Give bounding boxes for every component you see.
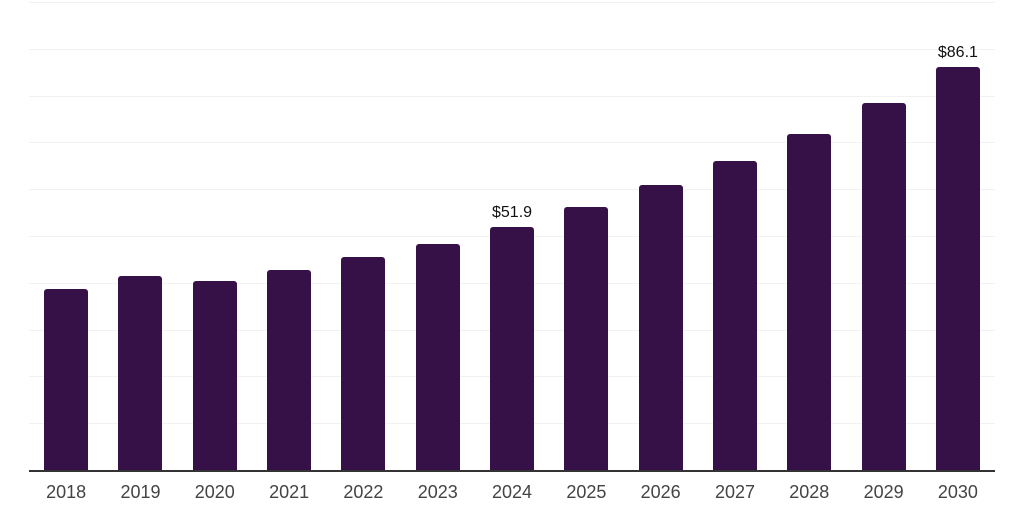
bar-2029 xyxy=(861,102,906,470)
x-tick-label-2028: 2028 xyxy=(789,481,830,502)
x-tick-label-2026: 2026 xyxy=(640,481,681,502)
x-tick-label-2022: 2022 xyxy=(343,481,384,502)
gridline-90 xyxy=(29,48,995,50)
x-tick-label-2025: 2025 xyxy=(566,481,607,502)
x-tick-label-2029: 2029 xyxy=(863,481,904,502)
x-tick-label-2027: 2027 xyxy=(714,481,755,502)
bar-column-2022 xyxy=(326,2,400,470)
bar-column-2019 xyxy=(103,2,177,470)
bar-2020 xyxy=(192,280,237,470)
bar-2028 xyxy=(787,133,832,470)
bar-2018 xyxy=(44,289,89,470)
bar-column-2030: $86.1 xyxy=(921,2,995,470)
gridline-80 xyxy=(29,95,995,97)
bar-2030 xyxy=(935,67,980,470)
bar-2019 xyxy=(118,276,163,470)
x-tick-label-2030: 2030 xyxy=(937,481,978,502)
bar-2021 xyxy=(267,270,312,470)
x-tick-label-2024: 2024 xyxy=(492,481,533,502)
gridline-100 xyxy=(29,2,995,3)
bar-column-2027 xyxy=(698,2,772,470)
x-tick-label-2019: 2019 xyxy=(120,481,161,502)
x-tick-label-2023: 2023 xyxy=(417,481,458,502)
x-tick-label-2020: 2020 xyxy=(194,481,235,502)
bar-column-2021 xyxy=(252,2,326,470)
bar-2022 xyxy=(341,257,386,470)
bar-value-label-2024: $51.9 xyxy=(492,204,533,222)
bars-layer: $51.9 $86.1 xyxy=(29,2,995,470)
bar-2027 xyxy=(712,161,757,470)
bar-column-2026 xyxy=(624,2,698,470)
bar-column-2018 xyxy=(29,2,103,470)
x-tick-label-2018: 2018 xyxy=(46,481,87,502)
bar-column-2025 xyxy=(549,2,623,470)
plot-area: $51.9 $86.1 xyxy=(29,2,995,472)
bar-2026 xyxy=(638,184,683,470)
bar-column-2029 xyxy=(846,2,920,470)
bar-2025 xyxy=(564,207,609,470)
bar-column-2023 xyxy=(401,2,475,470)
bar-2024 xyxy=(490,227,535,470)
x-tick-label-2021: 2021 xyxy=(269,481,310,502)
bar-column-2024: $51.9 xyxy=(475,2,549,470)
gridline-70 xyxy=(29,142,995,144)
bar-2023 xyxy=(415,243,460,470)
bar-value-label-2030: $86.1 xyxy=(937,44,978,62)
gridline-60 xyxy=(29,189,995,191)
x-axis-tick-labels: 2018 2019 2020 2021 2022 2023 2024 2025 2026 2027… xyxy=(29,479,995,505)
bar-column-2028 xyxy=(772,2,846,470)
bar-column-2020 xyxy=(178,2,252,470)
